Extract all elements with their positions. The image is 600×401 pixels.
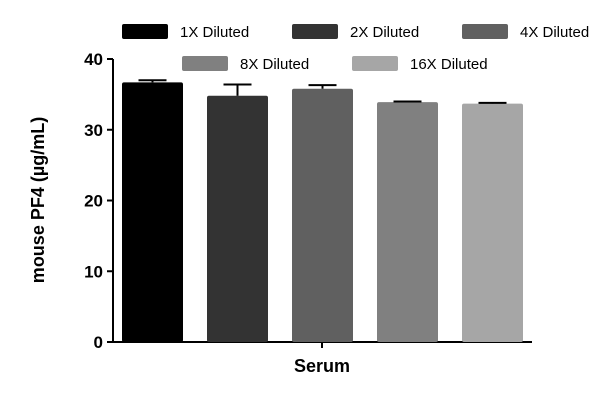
bar-3	[292, 88, 353, 342]
legend-label: 16X Diluted	[410, 56, 488, 73]
x-axis-label: Serum	[294, 356, 350, 376]
legend-swatch	[122, 24, 168, 39]
legend-swatch	[462, 24, 508, 39]
y-tick-label: 40	[84, 50, 103, 69]
y-tick-label: 20	[84, 192, 103, 211]
y-tick-label: 0	[94, 333, 103, 352]
bar-4	[377, 102, 438, 342]
bar-2	[207, 95, 268, 342]
y-tick-label: 10	[84, 262, 103, 281]
y-axis-label: mouse PF4 (µg/mL)	[28, 117, 48, 283]
y-tick-label: 30	[84, 121, 103, 140]
bar-1	[122, 82, 183, 342]
legend-swatch	[292, 24, 338, 39]
legend-swatch	[352, 56, 398, 71]
legend-label: 4X Diluted	[520, 24, 589, 41]
legend-swatch	[182, 56, 228, 71]
legend-label: 8X Diluted	[240, 56, 309, 73]
bar-5	[462, 103, 523, 342]
legend-label: 2X Diluted	[350, 24, 419, 41]
legend-label: 1X Diluted	[180, 24, 249, 41]
